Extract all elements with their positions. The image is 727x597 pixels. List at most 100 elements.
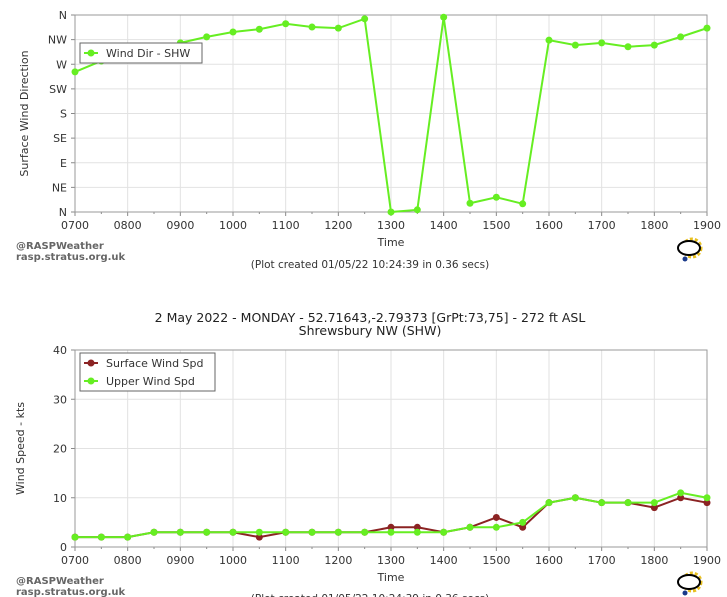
data-point — [361, 15, 369, 23]
data-point — [440, 13, 448, 21]
x-tick-label: 1200 — [324, 554, 352, 567]
y-tick-label: N — [59, 206, 67, 219]
data-point — [519, 523, 527, 531]
y-tick-label: E — [60, 157, 67, 170]
data-point — [124, 533, 132, 541]
legend-label: Wind Dir - SHW — [106, 47, 190, 60]
data-point — [71, 533, 79, 541]
data-point — [650, 499, 658, 507]
footer-text: @RASPWeather — [16, 241, 104, 252]
x-tick-label: 0800 — [114, 554, 142, 567]
data-point — [624, 43, 632, 51]
data-point — [519, 518, 527, 526]
legend-label: Surface Wind Spd — [106, 357, 204, 370]
x-tick-label: 1100 — [272, 554, 300, 567]
chart-subtitle: Shrewsbury NW (SHW) — [299, 323, 442, 338]
legend-label: Upper Wind Spd — [106, 375, 195, 388]
data-point — [598, 499, 606, 507]
data-point — [413, 528, 421, 536]
data-point — [229, 528, 237, 536]
x-axis-label: Time — [377, 571, 405, 584]
x-tick-label: 1500 — [482, 219, 510, 232]
y-tick-label: W — [56, 58, 67, 71]
x-tick-label: 1800 — [640, 554, 668, 567]
data-point — [545, 499, 553, 507]
x-tick-label: 1500 — [482, 554, 510, 567]
data-point — [677, 494, 685, 502]
data-point — [203, 528, 211, 536]
x-tick-label: 0700 — [61, 554, 89, 567]
data-point — [150, 528, 158, 536]
x-tick-label: 1800 — [640, 219, 668, 232]
x-tick-label: 0700 — [61, 219, 89, 232]
data-point — [545, 36, 553, 44]
data-point — [598, 39, 606, 47]
y-tick-label: 0 — [60, 541, 67, 554]
y-tick-label: S — [60, 108, 67, 121]
chart-title: 2 May 2022 - MONDAY - 52.71643,-2.79373 … — [155, 310, 586, 325]
data-point — [413, 206, 421, 214]
y-axis-label: Surface Wind Direction — [18, 50, 31, 176]
plot-credit: (Plot created 01/05/22 10:24:39 in 0.36 … — [251, 593, 489, 597]
footer-text: rasp.stratus.org.uk — [16, 252, 126, 263]
x-tick-label: 1000 — [219, 554, 247, 567]
footer-text: @RASPWeather — [16, 576, 104, 587]
x-tick-label: 0900 — [166, 554, 194, 567]
footer-text: rasp.stratus.org.uk — [16, 587, 126, 597]
y-tick-label: 30 — [53, 393, 67, 406]
data-point — [466, 523, 474, 531]
y-axis-label: Wind Speed - kts — [14, 402, 27, 495]
data-point — [97, 533, 105, 541]
data-point — [255, 533, 263, 541]
x-tick-label: 1200 — [324, 219, 352, 232]
x-tick-label: 1000 — [219, 219, 247, 232]
x-tick-label: 1400 — [430, 554, 458, 567]
data-point — [677, 33, 685, 41]
legend-box — [79, 352, 216, 392]
legend-marker — [87, 49, 95, 57]
y-tick-label: SE — [53, 132, 67, 145]
data-point — [466, 199, 474, 207]
data-point — [308, 528, 316, 536]
x-tick-label: 1400 — [430, 219, 458, 232]
y-tick-label: 40 — [53, 344, 67, 357]
data-point — [703, 499, 711, 507]
x-tick-label: 1900 — [693, 219, 721, 232]
x-tick-label: 0900 — [166, 219, 194, 232]
data-point — [255, 25, 263, 33]
data-point — [571, 41, 579, 49]
plot-credit: (Plot created 01/05/22 10:24:39 in 0.36 … — [251, 259, 489, 271]
y-tick-label: SW — [49, 83, 67, 96]
x-tick-label: 1300 — [377, 554, 405, 567]
data-point — [571, 494, 579, 502]
y-tick-label: 10 — [53, 492, 67, 505]
y-tick-label: NE — [52, 181, 67, 194]
data-point — [440, 528, 448, 536]
y-tick-label: NW — [48, 34, 67, 47]
data-point — [176, 528, 184, 536]
data-point — [677, 489, 685, 497]
data-point — [203, 33, 211, 41]
data-point — [624, 499, 632, 507]
data-point — [282, 20, 290, 28]
x-tick-label: 1100 — [272, 219, 300, 232]
data-point — [387, 528, 395, 536]
data-point — [255, 528, 263, 536]
y-tick-label: 20 — [53, 443, 67, 456]
logo-icon — [677, 237, 703, 262]
x-tick-label: 1300 — [377, 219, 405, 232]
data-point — [308, 23, 316, 31]
y-tick-label: N — [59, 9, 67, 22]
data-point — [519, 200, 527, 208]
x-tick-label: 1700 — [588, 219, 616, 232]
x-tick-label: 0800 — [114, 219, 142, 232]
data-point — [282, 528, 290, 536]
data-point — [492, 523, 500, 531]
data-point — [703, 494, 711, 502]
data-point — [387, 523, 395, 531]
x-tick-label: 1900 — [693, 554, 721, 567]
data-point — [334, 528, 342, 536]
data-point — [71, 68, 79, 76]
